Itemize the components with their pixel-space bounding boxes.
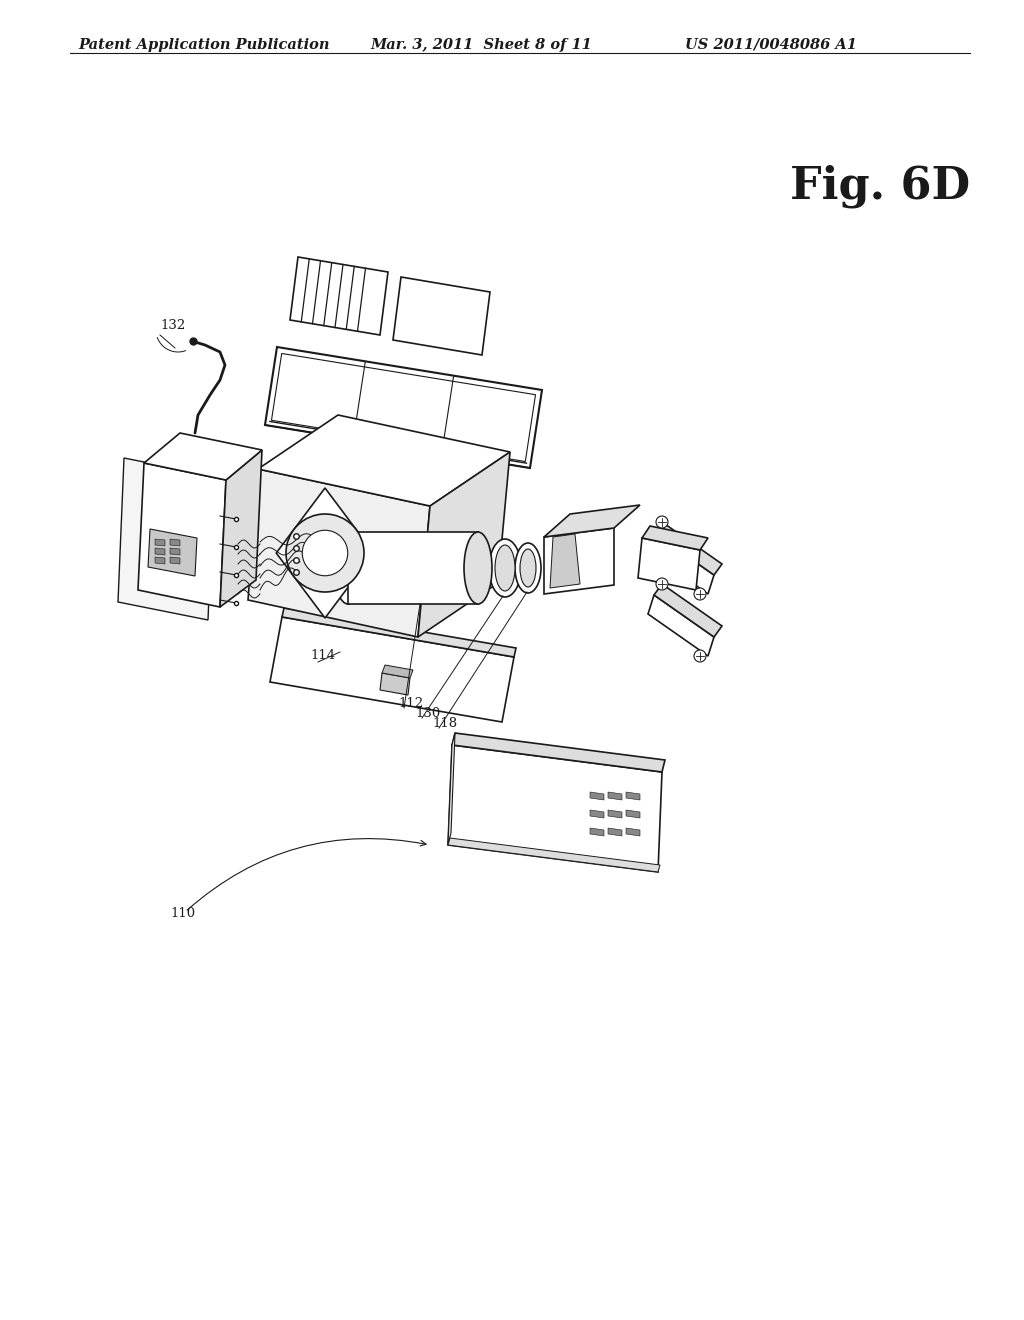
Text: Patent Application Publication: Patent Application Publication — [78, 38, 330, 51]
Polygon shape — [449, 733, 455, 845]
Polygon shape — [258, 414, 510, 506]
Text: 130: 130 — [415, 708, 440, 719]
Polygon shape — [170, 539, 180, 546]
Polygon shape — [638, 539, 700, 590]
Polygon shape — [138, 463, 226, 607]
Polygon shape — [282, 609, 516, 657]
Polygon shape — [608, 828, 622, 836]
Polygon shape — [608, 810, 622, 818]
Ellipse shape — [334, 532, 362, 605]
Polygon shape — [270, 616, 514, 722]
Polygon shape — [590, 792, 604, 800]
Circle shape — [656, 578, 668, 590]
Text: 110: 110 — [170, 907, 196, 920]
Polygon shape — [155, 539, 165, 546]
Polygon shape — [118, 458, 214, 620]
Polygon shape — [170, 548, 180, 554]
Polygon shape — [590, 828, 604, 836]
Polygon shape — [608, 792, 622, 800]
Polygon shape — [654, 521, 722, 576]
Polygon shape — [276, 488, 374, 618]
Polygon shape — [418, 451, 510, 638]
Polygon shape — [449, 838, 660, 873]
Polygon shape — [382, 665, 413, 678]
Text: 114: 114 — [310, 649, 335, 663]
Text: Fig. 6D: Fig. 6D — [790, 165, 970, 209]
Polygon shape — [550, 535, 580, 587]
Polygon shape — [544, 528, 614, 594]
Polygon shape — [271, 354, 536, 462]
Polygon shape — [452, 733, 665, 772]
Ellipse shape — [495, 545, 515, 591]
Circle shape — [656, 516, 668, 528]
Text: 112: 112 — [398, 697, 423, 710]
Polygon shape — [590, 810, 604, 818]
Ellipse shape — [489, 539, 521, 597]
Circle shape — [694, 587, 706, 601]
Polygon shape — [265, 347, 542, 469]
Polygon shape — [170, 557, 180, 564]
Polygon shape — [393, 277, 490, 355]
Polygon shape — [155, 548, 165, 554]
Polygon shape — [544, 506, 640, 537]
Polygon shape — [648, 533, 714, 594]
Text: 118: 118 — [432, 717, 457, 730]
Ellipse shape — [286, 513, 364, 591]
Polygon shape — [380, 673, 410, 696]
Polygon shape — [148, 529, 197, 576]
Polygon shape — [155, 557, 165, 564]
Text: 132: 132 — [160, 319, 185, 333]
Polygon shape — [648, 595, 714, 656]
Polygon shape — [626, 792, 640, 800]
Polygon shape — [290, 257, 388, 335]
Polygon shape — [248, 469, 430, 638]
Ellipse shape — [464, 532, 492, 605]
Polygon shape — [642, 525, 708, 550]
Polygon shape — [220, 450, 262, 607]
Polygon shape — [449, 744, 662, 873]
Ellipse shape — [515, 543, 541, 593]
Text: US 2011/0048086 A1: US 2011/0048086 A1 — [685, 38, 857, 51]
Polygon shape — [144, 433, 262, 480]
Text: Mar. 3, 2011  Sheet 8 of 11: Mar. 3, 2011 Sheet 8 of 11 — [370, 38, 592, 51]
Ellipse shape — [302, 531, 348, 576]
Polygon shape — [626, 828, 640, 836]
Circle shape — [694, 649, 706, 663]
Polygon shape — [348, 532, 478, 605]
Polygon shape — [654, 583, 722, 638]
Ellipse shape — [520, 549, 536, 587]
Polygon shape — [626, 810, 640, 818]
